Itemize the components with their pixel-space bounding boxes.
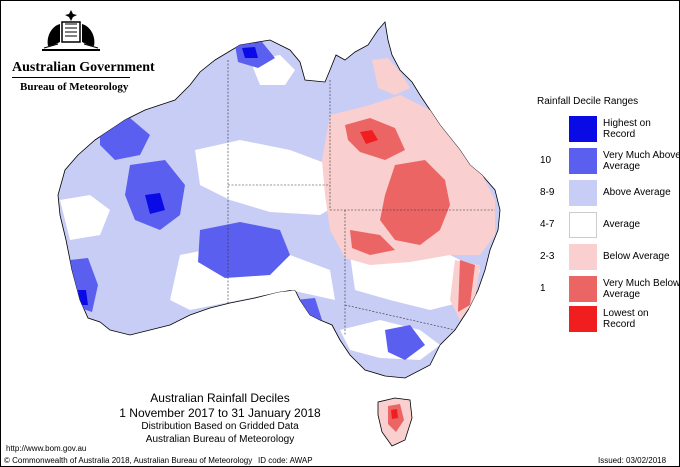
lowest-record-qld [360, 130, 378, 144]
highest-record-pilbara [145, 193, 165, 214]
map-method: Distribution Based on Gridded Data [141, 421, 299, 432]
legend-swatch-lowest [569, 306, 597, 332]
very-much-above-kimberley [100, 118, 150, 160]
coat-of-arms-icon [42, 10, 100, 51]
very-much-below-qld-south [350, 230, 395, 255]
legend-item-highest: Highest on Record [540, 116, 680, 142]
legend-label: Below Average [603, 251, 670, 262]
average-region-west [60, 195, 110, 240]
legend-title: Rainfall Decile Ranges [537, 96, 639, 107]
issued-date: Issued: 03/02/2018 [598, 456, 667, 465]
legend-swatch-average [569, 212, 597, 238]
legend-item-very-much-above: 10 Very Much Above Average [540, 148, 680, 174]
legend-swatch-very-much-above [569, 148, 597, 174]
legend-code: 1 [540, 283, 546, 294]
very-much-below-qld-central [380, 160, 450, 245]
below-average-capeyork [372, 58, 410, 95]
legend-label: Above Average [603, 187, 671, 198]
tasmania-lowest-record [391, 409, 398, 419]
map-period: 1 November 2017 to 31 January 2018 [119, 406, 321, 420]
legend-swatch-highest [569, 116, 597, 142]
very-much-above-centre [198, 222, 290, 278]
id-code: ID code: AWAP [258, 456, 313, 465]
very-much-below-nsw-coast [458, 260, 475, 312]
copyright-text: © Commonwealth of Australia 2018, Austra… [4, 456, 253, 465]
very-much-above-west-coast [70, 258, 98, 312]
legend-item-very-much-below: 1 Very Much Below Average [540, 276, 680, 302]
nsw-vic-border [344, 304, 456, 331]
legend-code: 10 [540, 155, 552, 166]
legend-swatch-above [569, 180, 597, 206]
header-divider [12, 77, 130, 78]
legend-code: 2-3 [540, 251, 555, 262]
legend-code: 8-9 [540, 187, 555, 198]
state-borders [227, 60, 495, 335]
legend-item-below: 2-3 Below Average [540, 244, 680, 270]
legend-item-lowest: Lowest on Record [540, 306, 680, 332]
very-much-above-vic [385, 325, 425, 360]
government-title: Australian Government [12, 60, 155, 75]
highest-record-topend [242, 47, 258, 58]
bureau-title: Bureau of Meteorology [20, 81, 129, 93]
legend-label: Highest on Record [603, 118, 651, 140]
legend-swatch-below [569, 244, 597, 270]
legend-swatch-very-much-below [569, 276, 597, 302]
legend-label: Very Much Above Average [603, 150, 680, 172]
map-source: Australian Bureau of Meteorology [145, 434, 295, 445]
legend-item-average: 4-7 Average [540, 212, 680, 238]
legend-code: 4-7 [540, 219, 555, 230]
bom-url-link[interactable]: http://www.bom.gov.au [6, 444, 87, 453]
legend-label: Lowest on Record [603, 308, 649, 330]
average-region-centre [195, 140, 345, 215]
tasmania [377, 397, 413, 447]
legend-label: Average [603, 219, 641, 230]
legend-item-above: 8-9 Above Average [540, 180, 680, 206]
mainland-deciles [57, 21, 501, 379]
map-title: Australian Rainfall Deciles [150, 391, 290, 405]
legend-label: Very Much Below Average [603, 278, 680, 300]
